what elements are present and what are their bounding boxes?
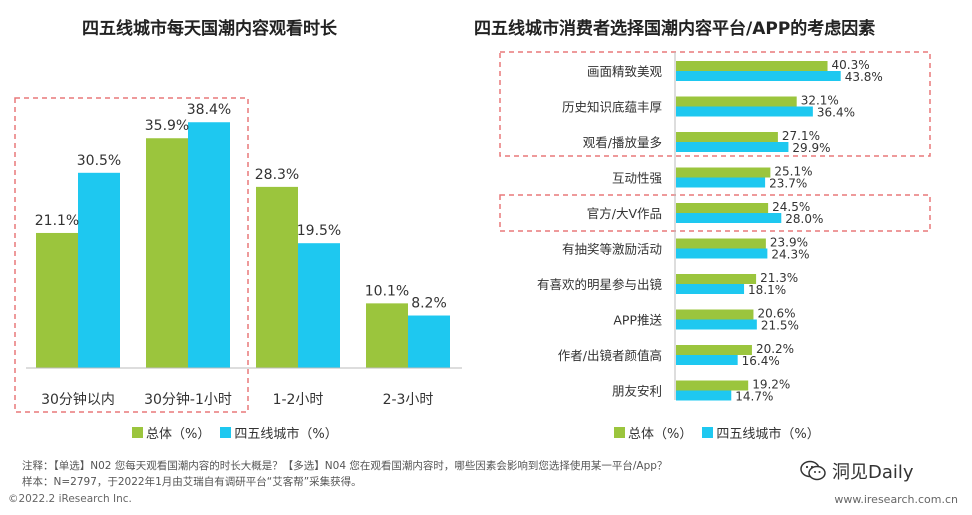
hdata-label-total-7: 20.6% bbox=[757, 307, 795, 321]
hdata-label-total-8: 20.2% bbox=[756, 342, 794, 356]
data-label-total-3: 10.1% bbox=[365, 283, 409, 299]
left-highlight-box bbox=[14, 97, 249, 413]
y-tick-label-5: 有抽奖等激励活动 bbox=[562, 242, 662, 257]
hbar-total-7 bbox=[676, 309, 754, 320]
hdata-label-city-6: 18.1% bbox=[748, 283, 786, 297]
y-tick-label-7: APP推送 bbox=[613, 313, 662, 328]
legend-item-city: 四五线城市（%） bbox=[702, 423, 820, 442]
footnote-question: 注释：【单选】N02 您每天观看国潮内容的时长大概是？【多选】N04 您在观看国… bbox=[22, 460, 668, 472]
data-label-city-0: 30.5% bbox=[77, 153, 121, 169]
hdata-label-city-4: 28.0% bbox=[785, 212, 823, 226]
hdata-label-total-3: 25.1% bbox=[774, 165, 812, 179]
hdata-label-city-2: 29.9% bbox=[792, 141, 830, 155]
hbar-total-4 bbox=[676, 203, 769, 213]
hbar-total-8 bbox=[676, 345, 752, 355]
bar-city-0 bbox=[78, 172, 120, 368]
legend-label-city: 四五线城市（%） bbox=[716, 427, 820, 442]
hbar-city-4 bbox=[676, 213, 782, 223]
hdata-label-city-3: 23.7% bbox=[769, 177, 807, 191]
hdata-label-city-8: 16.4% bbox=[742, 354, 780, 368]
y-tick-label-4: 官方/大V作品 bbox=[587, 206, 662, 221]
data-label-total-1: 35.9% bbox=[145, 118, 189, 134]
left-chart-title: 四五线城市每天国潮内容观看时长 bbox=[82, 19, 337, 39]
wechat-account-name: 洞见Daily bbox=[832, 462, 914, 483]
hdata-label-total-4: 24.5% bbox=[772, 200, 810, 214]
x-tick-label-3: 2-3小时 bbox=[383, 392, 434, 408]
hdata-label-total-9: 19.2% bbox=[752, 378, 790, 392]
right-chart-legend: 总体（%） 四五线城市（%） bbox=[614, 423, 830, 442]
hbar-city-0 bbox=[676, 71, 841, 81]
hdata-label-total-0: 40.3% bbox=[832, 58, 870, 72]
legend-swatch-total bbox=[614, 427, 625, 438]
x-tick-label-0: 30分钟以内 bbox=[41, 391, 115, 408]
legend-item-total: 总体（%） bbox=[132, 423, 210, 442]
legend-item-total: 总体（%） bbox=[614, 423, 692, 442]
legend-label-city: 四五线城市（%） bbox=[234, 427, 338, 442]
data-label-city-1: 38.4% bbox=[187, 102, 231, 118]
bar-total-2 bbox=[256, 186, 298, 368]
hdata-label-total-6: 21.3% bbox=[760, 271, 798, 285]
hdata-label-city-5: 24.3% bbox=[771, 248, 809, 262]
hbar-city-3 bbox=[676, 177, 766, 188]
y-tick-label-6: 有喜欢的明星参与出镜 bbox=[537, 277, 663, 292]
legend-label-total: 总体（%） bbox=[146, 427, 211, 442]
bar-city-2 bbox=[298, 243, 340, 368]
hbar-total-3 bbox=[676, 167, 771, 178]
hbar-city-9 bbox=[676, 390, 732, 401]
y-tick-label-2: 观看/播放量多 bbox=[583, 135, 662, 150]
hbar-city-8 bbox=[676, 355, 738, 365]
hbar-total-9 bbox=[676, 380, 749, 391]
y-tick-label-0: 画面精致美观 bbox=[587, 64, 663, 79]
bar-total-1 bbox=[146, 138, 188, 368]
x-tick-label-1: 30分钟-1小时 bbox=[144, 391, 232, 408]
hbar-total-6 bbox=[676, 274, 757, 284]
wechat-account: 洞见Daily bbox=[800, 458, 914, 484]
x-tick-label-2: 1-2小时 bbox=[273, 392, 324, 408]
bar-total-3 bbox=[366, 303, 408, 368]
y-tick-label-1: 历史知识底蕴丰厚 bbox=[562, 100, 662, 115]
data-label-total-0: 21.1% bbox=[35, 213, 79, 229]
hbar-city-2 bbox=[676, 142, 789, 152]
right-chart-title: 四五线城市消费者选择国潮内容平台/APP的考虑因素 bbox=[474, 19, 876, 39]
data-label-city-3: 8.2% bbox=[411, 296, 447, 312]
footnote-sample: 样本：N=2797，于2022年1月由艾瑞自有调研平台“艾客帮”采集获得。 bbox=[22, 476, 362, 488]
legend-swatch-city bbox=[702, 427, 714, 438]
wechat-icon bbox=[800, 460, 826, 481]
bar-city-1 bbox=[188, 122, 230, 369]
hdata-label-city-1: 36.4% bbox=[817, 106, 855, 120]
bar-city-3 bbox=[408, 315, 450, 368]
hdata-label-total-1: 32.1% bbox=[801, 94, 839, 108]
website-link[interactable]: www.iresearch.com.cn bbox=[834, 493, 958, 506]
hdata-label-city-9: 14.7% bbox=[735, 390, 773, 404]
hdata-label-total-2: 27.1% bbox=[782, 129, 820, 143]
legend-label-total: 总体（%） bbox=[628, 427, 693, 442]
legend-item-city: 四五线城市（%） bbox=[220, 423, 338, 442]
hbar-total-2 bbox=[676, 132, 778, 142]
right-highlight-box-1 bbox=[499, 51, 931, 157]
hdata-label-city-7: 21.5% bbox=[761, 319, 799, 333]
y-tick-label-3: 互动性强 bbox=[612, 171, 663, 186]
left-chart-legend: 总体（%） 四五线城市（%） bbox=[132, 423, 348, 442]
hdata-label-city-0: 43.8% bbox=[845, 70, 883, 84]
hbar-total-1 bbox=[676, 96, 797, 107]
hdata-label-total-5: 23.9% bbox=[770, 236, 808, 250]
legend-swatch-city bbox=[220, 427, 232, 438]
hbar-city-7 bbox=[676, 319, 757, 330]
y-tick-label-9: 朋友安利 bbox=[612, 384, 662, 399]
hbar-city-5 bbox=[676, 248, 768, 259]
hbar-city-1 bbox=[676, 106, 813, 117]
data-label-city-2: 19.5% bbox=[297, 223, 341, 239]
bar-total-0 bbox=[36, 232, 78, 368]
data-label-total-2: 28.3% bbox=[255, 167, 299, 183]
right-highlight-box-2 bbox=[499, 194, 931, 232]
hbar-total-0 bbox=[676, 61, 828, 71]
hbar-total-5 bbox=[676, 238, 766, 249]
legend-swatch-total bbox=[132, 427, 143, 438]
copyright-text: ©2022.2 iResearch Inc. bbox=[8, 493, 132, 505]
y-tick-label-8: 作者/出镜者颜值高 bbox=[558, 348, 662, 363]
hbar-city-6 bbox=[676, 284, 745, 294]
